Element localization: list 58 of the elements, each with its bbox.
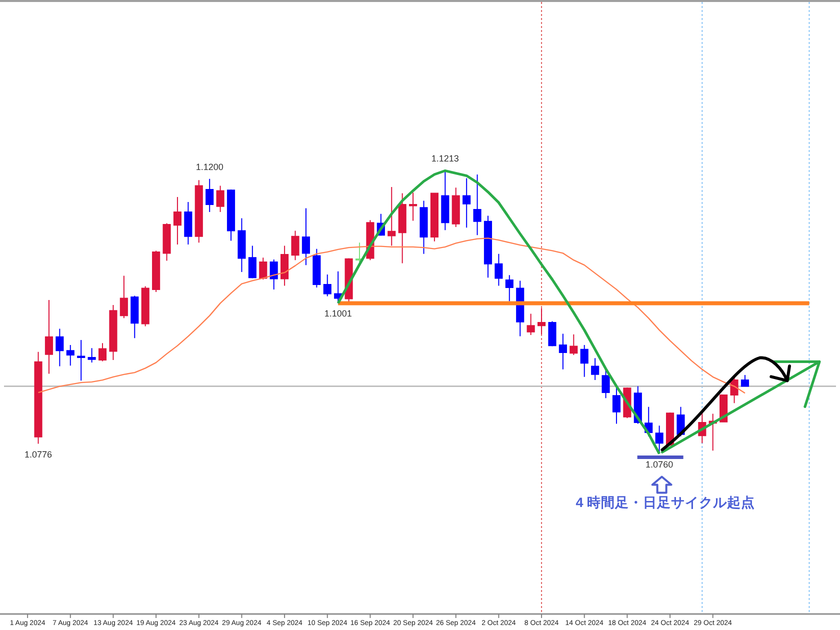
candlestick [570,334,578,356]
candlestick [88,348,96,364]
candlestick [291,230,300,261]
candlestick [66,344,74,366]
annotation: 1.1001 [324,308,352,319]
candlestick [420,200,428,254]
annotation: 1.0776 [24,449,52,460]
candlestick [120,275,128,319]
candlestick [430,192,438,242]
candlestick [452,187,460,228]
annotation: 1.0760 [646,459,674,470]
candlestick [216,185,224,212]
candlestick [34,351,42,444]
candlestick [302,208,310,266]
candlestick [238,218,246,272]
candlestick [398,192,406,264]
candlestick [473,174,482,236]
candlestick [109,304,118,361]
candlestick [280,245,289,286]
candlestick [505,274,514,302]
candlestick [162,222,171,262]
candlestick [538,308,546,335]
candlestick [740,374,750,387]
text: 4 時間足・日足サイクル起点 [576,494,755,510]
candlestick [494,253,503,286]
annotation: 1.1213 [431,154,459,164]
candlestick [441,170,450,231]
candlestick [312,248,321,288]
candlestick [558,333,567,370]
annotation: 1.1200 [196,162,224,172]
candlestick [355,242,364,262]
candlestick [548,320,556,347]
candlestick [130,295,139,339]
candlestick [194,180,203,244]
candlestick [323,274,332,297]
candlestick [259,257,268,280]
candlestick [141,286,150,327]
candlestick [56,328,64,367]
candlestick [98,342,107,362]
candlestick [184,201,192,245]
candlestick [484,215,492,278]
candlestick [206,178,214,212]
candlestick [388,186,396,246]
candlestick [591,358,600,381]
candlestick [77,340,86,382]
candlestick [409,192,418,222]
candlestick [270,258,278,290]
candlestick [612,387,621,424]
candlestick [226,188,236,242]
candlestick [152,250,160,292]
candlestick [655,425,664,454]
candlestick [248,245,256,279]
candlestick [173,196,182,245]
candlestick [334,270,342,304]
candlestick [526,313,535,336]
candlestick [462,178,471,228]
candlestick [44,300,54,374]
candlestick [580,344,588,378]
